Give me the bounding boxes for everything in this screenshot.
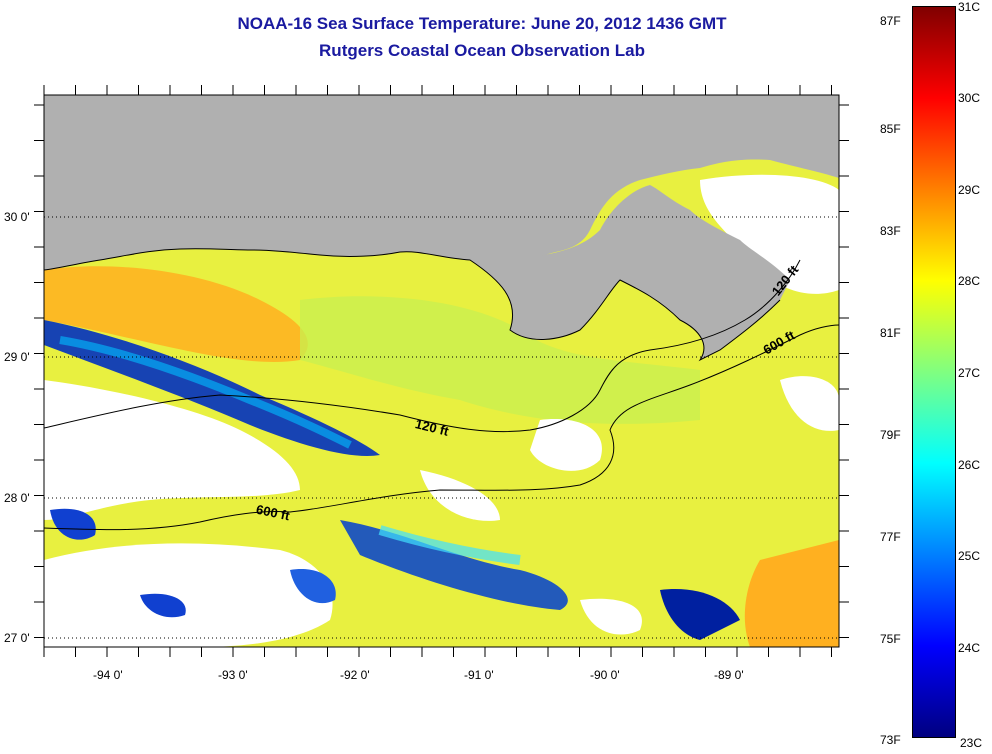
warm-region-southeast [744, 540, 839, 647]
lon-label: -90 0' [590, 668, 620, 682]
lat-label: 29 0' [4, 350, 30, 364]
lat-label: 28 0' [4, 491, 30, 505]
lon-label: -91 0' [464, 668, 494, 682]
warm-region-west [44, 266, 308, 362]
colorbar-label-celsius: 26C [958, 458, 981, 472]
mississippi-delta [470, 185, 790, 360]
lat-label: 27 0' [4, 631, 30, 645]
nearshore-green [300, 296, 700, 424]
cloud-cover-central [530, 419, 602, 471]
colorbar-label-celsius: 29C [958, 183, 981, 197]
cloud-cover-northeast [700, 174, 839, 294]
contour-120ft [44, 259, 801, 433]
colorbar-label-fahrenheit: 85F [880, 122, 901, 136]
colorbar-label-fahrenheit: 81F [880, 326, 901, 340]
lat-label: 30 0' [4, 210, 30, 224]
lon-label: -92 0' [340, 668, 370, 682]
colorbar-label-fahrenheit: 79F [880, 428, 901, 442]
colorbar-label-celsius: 27C [958, 366, 981, 380]
axis-ticks [34, 85, 849, 657]
coastline [44, 248, 781, 362]
colorbar-label-fahrenheit: 83F [880, 224, 901, 238]
cool-patch-south [340, 520, 568, 610]
map-subtitle: Rutgers Coastal Ocean Observation Lab [319, 41, 645, 60]
graticule [44, 216, 839, 639]
colorbar-label-celsius: 30C [958, 91, 981, 105]
temperature-colorbar [912, 6, 956, 738]
map-title: NOAA-16 Sea Surface Temperature: June 20… [237, 14, 727, 33]
map-border [43, 94, 840, 648]
colorbar-label-celsius: 24C [958, 641, 981, 655]
colorbar-label-celsius: 25C [958, 549, 981, 563]
colorbar-label-fahrenheit: 77F [880, 530, 901, 544]
cloud-cover-southwest [44, 543, 333, 647]
colorbar-label-fahrenheit: 75F [880, 632, 901, 646]
lon-label: -89 0' [714, 668, 744, 682]
lon-label: -94 0' [93, 668, 123, 682]
colorbar-label-fahrenheit: 87F [880, 14, 901, 28]
land-mass [44, 95, 839, 270]
colorbar-label-celsius: 28C [958, 274, 981, 288]
colorbar-label-celsius: 31C [958, 0, 981, 14]
colorbar-label-fahrenheit: 73F [880, 733, 901, 747]
cloud-cover-west [44, 380, 300, 520]
cool-patch-southeast [660, 589, 740, 640]
lon-label: -93 0' [218, 668, 248, 682]
colorbar-label-celsius: 23C [960, 736, 983, 750]
colorbar-gradient [913, 7, 955, 737]
contour-600ft [44, 324, 839, 531]
